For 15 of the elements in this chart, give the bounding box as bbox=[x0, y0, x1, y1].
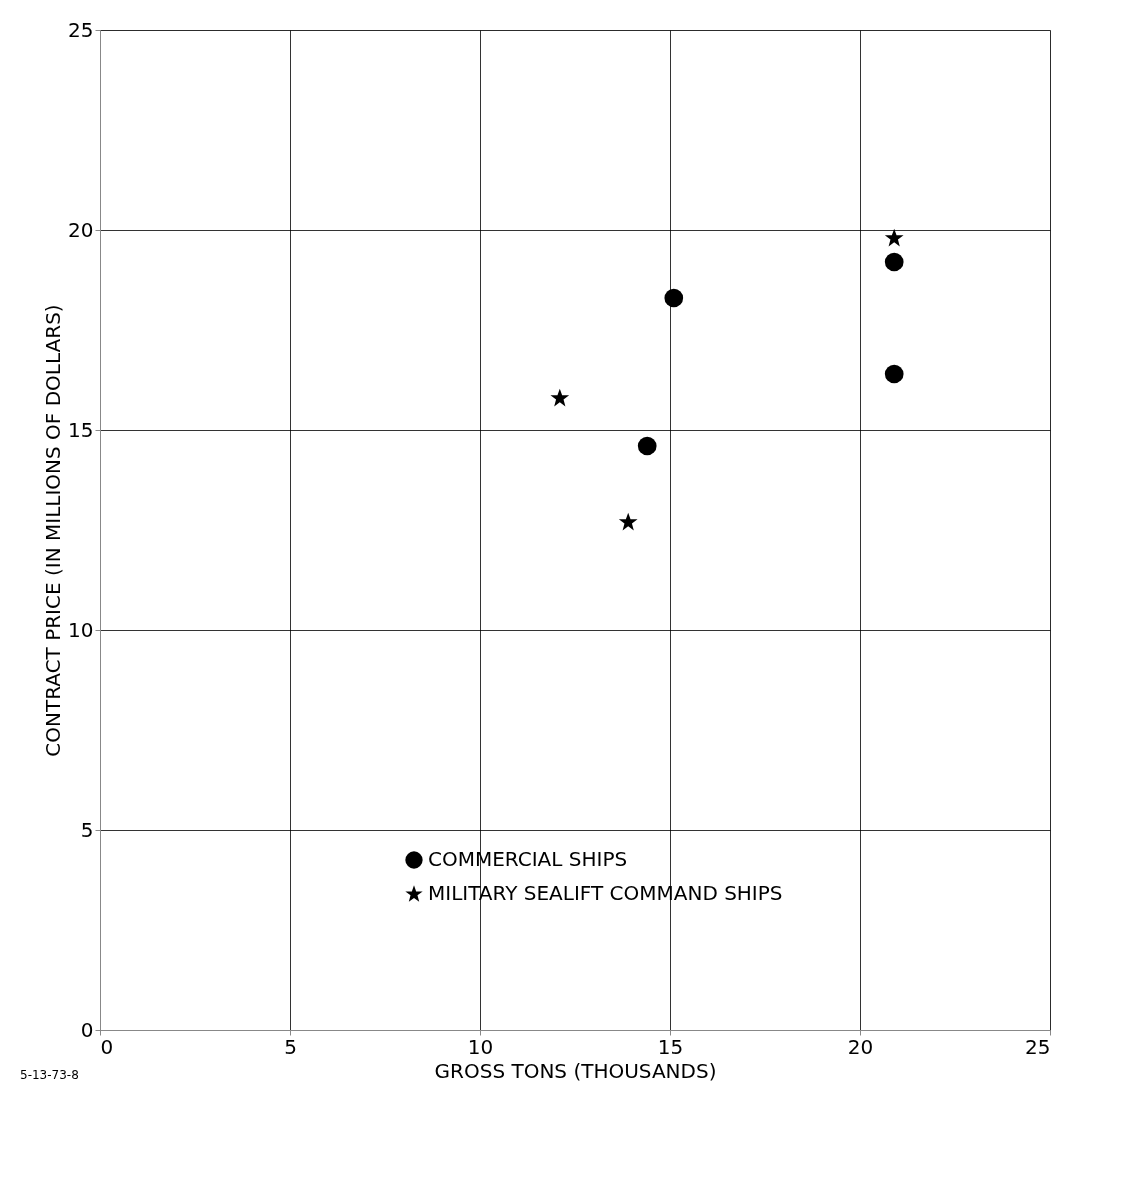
text: 5-13-73-8 bbox=[20, 1068, 79, 1082]
y-tick-label: 15 bbox=[68, 417, 94, 442]
y-tick-label: 25 bbox=[68, 17, 94, 42]
y-tick-label: 0 bbox=[80, 1017, 94, 1042]
x-axis-title: GROSS TONS (THOUSANDS) bbox=[434, 1058, 717, 1083]
x-tick-label: 10 bbox=[467, 1034, 494, 1059]
x-tick-label: 25 bbox=[1025, 1034, 1051, 1059]
y-tick-label: 10 bbox=[68, 617, 94, 642]
x-tick-label: 15 bbox=[657, 1034, 684, 1059]
y-tick-label: 5 bbox=[80, 817, 94, 842]
x-tick-label: 20 bbox=[847, 1034, 874, 1059]
x-tick-label: 5 bbox=[284, 1034, 297, 1059]
y-axis-title: CONTRACT PRICE (IN MILLIONS OF DOLLARS) bbox=[41, 304, 66, 757]
y-tick-label: 20 bbox=[68, 217, 94, 242]
x-tick-label: 0 bbox=[100, 1034, 114, 1059]
